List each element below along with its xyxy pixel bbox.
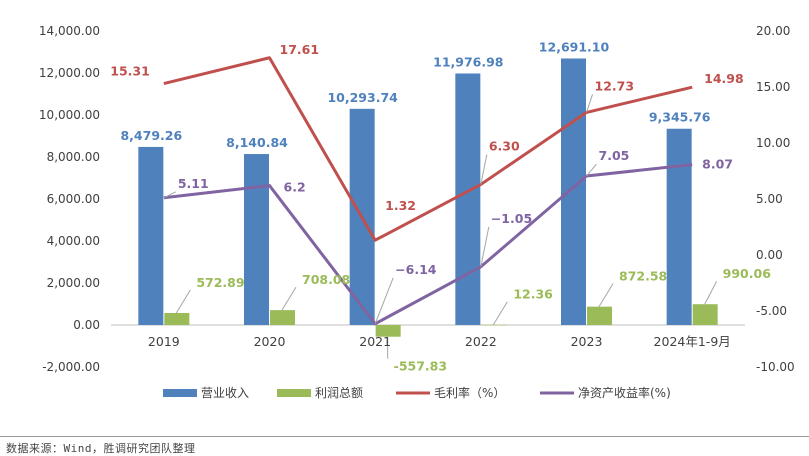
gross-margin-line	[163, 56, 693, 242]
profit-bar	[164, 312, 190, 325]
right-axis-tick: 5.00	[756, 192, 783, 206]
right-axis-tick: 0.00	[756, 248, 783, 262]
x-axis: 2019 2020 2021 2022 2023 2024年1-9月	[148, 334, 731, 349]
left-axis-tick: 0.00	[73, 318, 100, 332]
leader-lines	[163, 94, 718, 359]
roe-line	[163, 163, 693, 326]
gross-margin-label: 6.30	[489, 138, 520, 153]
right-axis: -10.00 -5.00 0.00 5.00 10.00 15.00 20.00	[756, 24, 795, 374]
revenue-bar	[138, 146, 164, 325]
revenue-label: 8,479.26	[120, 128, 182, 143]
leader-line	[163, 191, 177, 199]
leader-line	[598, 283, 614, 307]
roe-label: 6.2	[284, 180, 306, 195]
left-axis-tick: 2,000.00	[47, 276, 100, 290]
leader-line	[492, 301, 508, 326]
legend-label: 利润总额	[315, 386, 363, 400]
revenue-label: 11,976.98	[433, 54, 503, 69]
revenue-bar	[561, 58, 586, 325]
profit-bar	[587, 306, 612, 325]
source-note: 数据来源：Wind，胜调研究团队整理	[6, 442, 196, 455]
revenue-bar	[244, 154, 269, 325]
left-axis-tick: 6,000.00	[47, 192, 100, 206]
profit-label: -557.83	[394, 359, 447, 374]
x-tick-label: 2022	[465, 334, 497, 349]
profit-bar	[692, 304, 718, 325]
leader-line	[586, 94, 593, 113]
legend-label: 净资产收益率(%)	[578, 385, 671, 400]
gross-margin-label: 12.73	[595, 78, 635, 93]
data-labels: 8,479.26 8,140.84 10,293.74 11,976.98 12,691…	[110, 39, 771, 373]
roe-label: 7.05	[599, 148, 630, 163]
leader-line	[480, 154, 488, 185]
leader-line	[704, 280, 718, 305]
profit-bar	[481, 324, 507, 326]
leader-line	[175, 289, 191, 314]
x-tick-label: 2019	[148, 334, 180, 349]
bar-series	[138, 58, 718, 337]
roe-label: −6.14	[395, 262, 437, 277]
x-tick-label: 2023	[571, 334, 603, 349]
left-axis-tick: 12,000.00	[39, 66, 100, 80]
x-tick-label: 2020	[254, 334, 286, 349]
legend-label: 营业收入	[201, 386, 249, 400]
left-axis-tick: 4,000.00	[47, 234, 100, 248]
leader-line	[374, 277, 394, 324]
profit-label: 708.08	[302, 272, 350, 287]
left-axis: -2,000.00 0.00 2,000.00 4,000.00 6,000.00 8,0…	[39, 24, 100, 374]
revenue-label: 12,691.10	[539, 39, 610, 54]
footer-divider	[0, 436, 809, 437]
line-series	[163, 56, 693, 326]
right-axis-tick: -10.00	[756, 360, 795, 374]
right-axis-tick: 15.00	[756, 80, 790, 94]
profit-bar	[375, 325, 401, 337]
right-axis-tick: -5.00	[756, 304, 787, 318]
profit-label: 872.58	[619, 269, 667, 284]
revenue-label: 8,140.84	[226, 135, 288, 150]
x-tick-label: 2021	[359, 334, 391, 349]
roe-label: −1.05	[491, 211, 532, 226]
leader-line	[480, 226, 490, 267]
left-axis-tick: 8,000.00	[47, 150, 100, 164]
left-axis-tick: -2,000.00	[42, 360, 100, 374]
profit-label: 990.06	[723, 266, 772, 281]
leader-line	[586, 163, 597, 177]
legend-swatch	[163, 389, 197, 397]
right-axis-tick: 10.00	[756, 136, 790, 150]
profit-label: 572.89	[196, 275, 244, 290]
gross-margin-label: 15.31	[110, 64, 150, 79]
roe-label: 5.11	[178, 176, 209, 191]
revenue-label: 9,345.76	[649, 110, 711, 125]
gross-margin-label: 1.32	[385, 198, 416, 213]
profit-bar	[270, 310, 295, 325]
gross-margin-label: 17.61	[280, 42, 320, 57]
roe-label: 8.07	[702, 157, 733, 172]
revenue-bar	[455, 73, 481, 325]
right-axis-tick: 20.00	[756, 24, 790, 38]
revenue-label: 10,293.74	[327, 90, 398, 105]
legend-swatch	[277, 389, 311, 397]
gross-margin-label: 14.98	[704, 71, 744, 86]
revenue-bar	[666, 128, 692, 325]
x-tick-label: 2024年1-9月	[654, 334, 731, 349]
legend-label: 毛利率（%）	[434, 385, 505, 400]
left-axis-tick: 10,000.00	[39, 108, 100, 122]
legend: 营业收入 利润总额 毛利率（%） 净资产收益率(%)	[163, 385, 671, 400]
profit-label: 12.36	[513, 287, 553, 302]
left-axis-tick: 14,000.00	[39, 24, 100, 38]
leader-line	[281, 286, 297, 311]
